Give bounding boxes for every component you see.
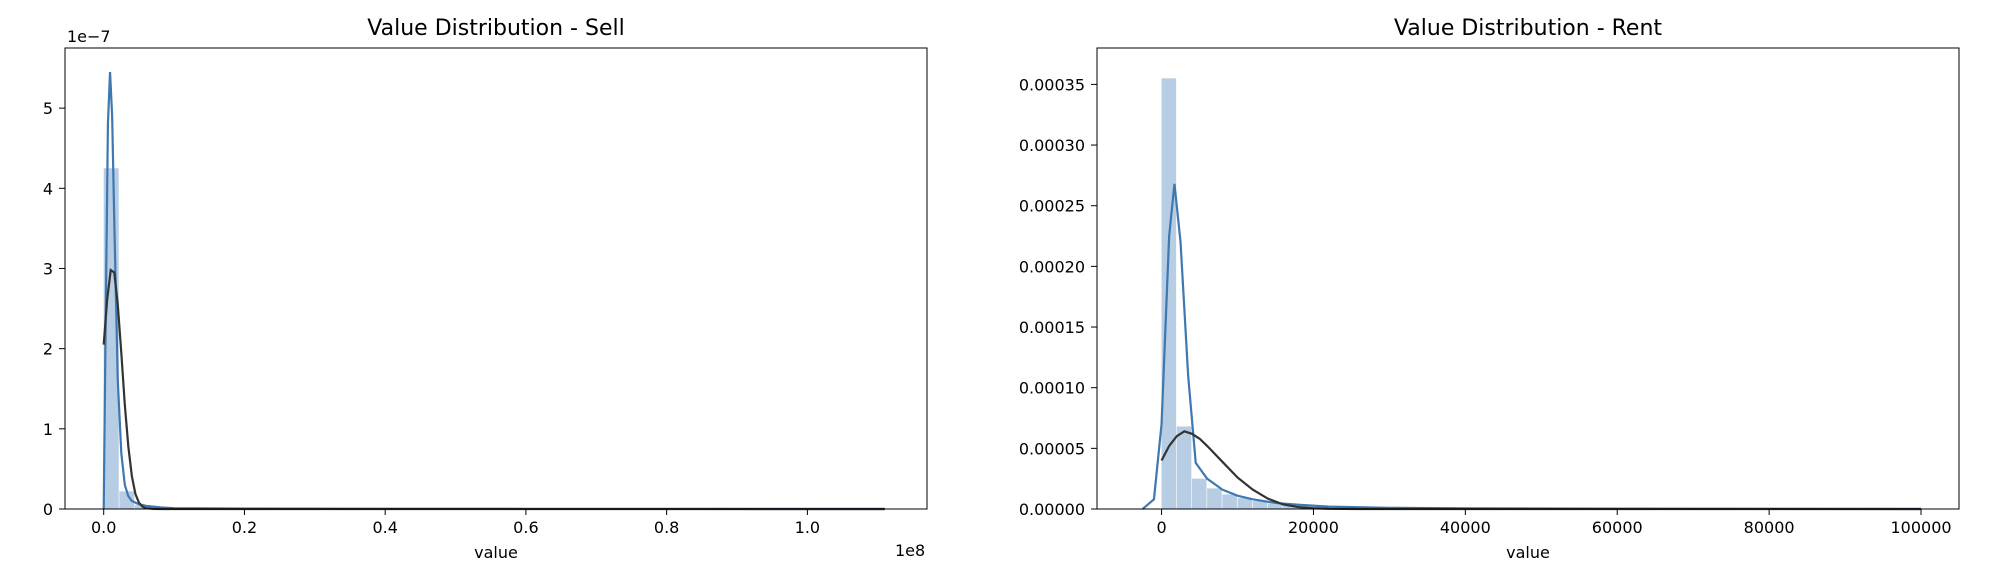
chart-sell-xticks: 0.0 0.2 0.4 0.6 0.8 1.0	[91, 509, 820, 537]
chart-rent-xtick-label: 100000	[1890, 518, 1951, 537]
chart-rent-xlabel: value	[1506, 543, 1550, 562]
chart-rent-fit-line	[1160, 430, 1922, 511]
chart-rent-title: Value Distribution - Rent	[1394, 16, 1662, 41]
chart-rent-lines	[1141, 183, 1922, 511]
chart-sell-ytick-label: 0	[43, 500, 53, 519]
chart-rent-bar	[1176, 426, 1192, 509]
chart-sell-ytick-label: 3	[43, 259, 53, 278]
chart-sell-xtick-label: 0.8	[654, 518, 679, 537]
chart-rent-xtick-label: 20000	[1288, 518, 1339, 537]
chart-rent-ytick-label: 0.00010	[1019, 379, 1085, 398]
chart-sell-ytick-label: 1	[43, 420, 53, 439]
chart-rent-bar	[1191, 478, 1207, 509]
chart-sell-yticks: 0 1 2 3 4 5	[43, 99, 65, 519]
chart-sell-y-offset: 1e−7	[67, 27, 111, 46]
chart-sell-ytick-label: 2	[43, 340, 53, 359]
chart-sell-frame	[64, 47, 928, 510]
chart-rent-ytick-label: 0.00005	[1019, 439, 1085, 458]
chart-rent-bar	[1237, 498, 1253, 509]
chart-rent-ytick-label: 0.00015	[1019, 318, 1085, 337]
chart-sell-xtick-label: 0.2	[232, 518, 257, 537]
chart-sell-xlabel: value	[474, 543, 518, 562]
chart-sell-x-offset: 1e8	[895, 541, 925, 560]
chart-sell-lines	[102, 71, 885, 511]
chart-sell-bar	[119, 491, 135, 509]
chart-sell-xtick-label: 0.4	[372, 518, 397, 537]
chart-sell-kde-line	[102, 71, 885, 511]
chart-rent-xtick-label: 80000	[1744, 518, 1795, 537]
chart-rent-ytick-label: 0.00035	[1019, 75, 1085, 94]
chart-rent-kde-line	[1141, 183, 1922, 511]
chart-sell-xtick-label: 0.6	[513, 518, 538, 537]
chart-rent-xticks: 0 20000 40000 60000 80000 100000	[1156, 509, 1952, 537]
chart-rent-ytick-label: 0.00030	[1019, 136, 1085, 155]
chart-rent-xtick-label: 0	[1156, 518, 1166, 537]
chart-rent-bar	[1283, 504, 1298, 509]
chart-rent-xtick-label: 60000	[1592, 518, 1643, 537]
chart-rent: Value Distribution - Rent value 0 20000 40…	[1019, 16, 1960, 562]
chart-sell-ytick-label: 4	[43, 179, 53, 198]
chart-rent-bar	[1207, 488, 1222, 509]
chart-sell-xtick-label: 1.0	[795, 518, 820, 537]
chart-rent-bar	[1222, 494, 1237, 509]
chart-sell-ytick-label: 5	[43, 99, 53, 118]
chart-sell: Value Distribution - Sell 1e−7 1e8 value…	[43, 16, 928, 562]
chart-sell-xtick-label: 0.0	[91, 518, 116, 537]
chart-rent-ytick-label: 0.00020	[1019, 257, 1085, 276]
chart-sell-title: Value Distribution - Sell	[367, 16, 624, 41]
chart-rent-ytick-label: 0.00000	[1019, 500, 1085, 519]
chart-rent-bar	[1252, 501, 1268, 509]
chart-rent-bar	[1267, 503, 1283, 509]
chart-rent-bars	[1161, 78, 1526, 509]
chart-sell-fit-line	[102, 268, 885, 511]
chart-rent-xtick-label: 40000	[1440, 518, 1491, 537]
chart-rent-frame	[1096, 47, 1960, 510]
chart-rent-ytick-label: 0.00025	[1019, 197, 1085, 216]
chart-rent-bar	[1161, 78, 1177, 509]
chart-rent-yticks: 0.00000 0.00005 0.00010 0.00015 0.00020 0.000…	[1019, 75, 1097, 519]
